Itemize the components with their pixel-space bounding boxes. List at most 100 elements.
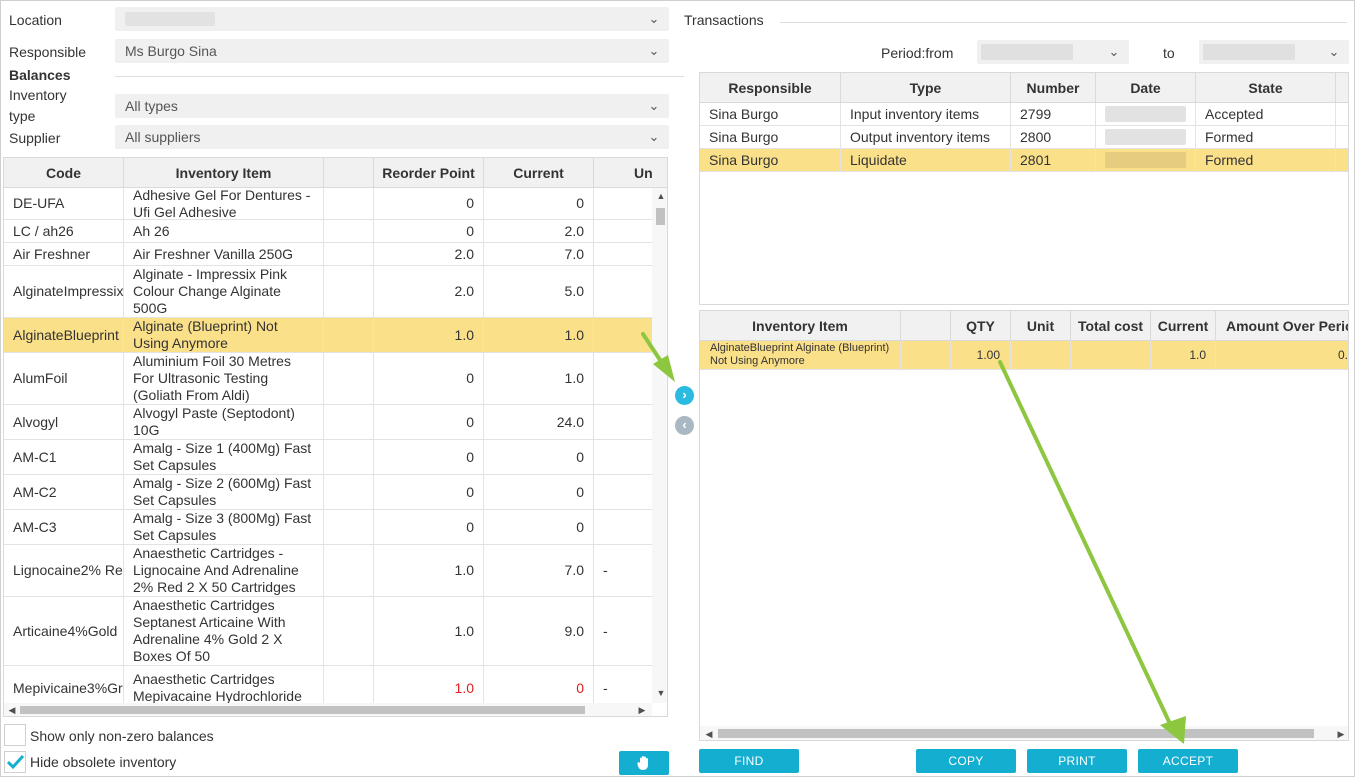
details-horizontal-scrollbar[interactable]: ◀ ▶ [700, 726, 1348, 740]
table-row[interactable]: Alvogyl Alvogyl Paste (Septodont) 10G 0 24.… [4, 405, 652, 440]
column-header-state[interactable]: State [1196, 73, 1336, 103]
inventory-type-value: All types [125, 98, 178, 114]
table-row[interactable]: AM-C3 Amalg - Size 3 (800Mg) Fast Set Cap… [4, 510, 652, 545]
inventory-item-cell: Anaesthetic Cartridges Mepivacaine Hydro… [124, 666, 324, 703]
print-button[interactable]: PRINT [1027, 749, 1127, 773]
scroll-down-icon[interactable]: ▼ [656, 688, 666, 698]
inventory-item-cell: Alginate - Impressix Pink Colour Change … [124, 266, 324, 317]
column-header-current[interactable]: Current [484, 158, 594, 188]
inventory-item-cell: Air Freshner Vanilla 250G [124, 243, 324, 265]
period-from-select[interactable]: ⌄ [977, 40, 1129, 64]
column-header-filler [1336, 73, 1348, 103]
column-header-qty[interactable]: QTY [951, 311, 1011, 341]
table-row[interactable]: Articaine4%Gold Anaesthetic Cartridges Se… [4, 597, 652, 666]
inventory-item-cell: Amalg - Size 3 (800Mg) Fast Set Capsules [124, 510, 324, 544]
scroll-right-icon[interactable]: ▶ [1337, 729, 1345, 739]
column-header-unit[interactable]: Un [594, 158, 667, 188]
scroll-up-icon[interactable]: ▲ [656, 191, 666, 201]
nonzero-checkbox[interactable] [4, 724, 26, 746]
column-header-total-cost[interactable]: Total cost [1071, 311, 1151, 341]
detail-row[interactable]: AlginateBlueprint Alginate (Blueprint) N… [700, 341, 1348, 370]
horizontal-scroll-thumb[interactable] [20, 706, 585, 714]
reorder-point-cell: 1.0 [374, 318, 484, 352]
table-row[interactable]: LC / ah26 Ah 26 0 2.0 [4, 220, 652, 243]
column-header-code[interactable]: Code [4, 158, 124, 188]
responsible-select[interactable]: Ms Burgo Sina ⌄ [115, 39, 669, 63]
column-header-detail-item[interactable]: Inventory Item [700, 311, 901, 341]
chevron-down-icon: ⌄ [1328, 44, 1340, 59]
details-grid: Inventory Item QTY Unit Total cost Curre… [699, 310, 1349, 741]
unit-cell: - [603, 679, 608, 696]
current-cell: 2.0 [484, 220, 594, 242]
horizontal-scroll-thumb[interactable] [718, 729, 1314, 738]
reorder-point-cell: 0 [374, 510, 484, 544]
date-cell [1096, 126, 1196, 148]
state-cell: Formed [1196, 149, 1336, 171]
vertical-scroll-thumb[interactable] [656, 208, 665, 225]
unit-cell [594, 220, 652, 242]
find-button[interactable]: FIND [699, 749, 799, 773]
number-cell: 2801 [1011, 149, 1096, 171]
date-cell [1096, 103, 1196, 125]
hand-button[interactable] [619, 751, 669, 775]
responsible-cell: Sina Burgo [700, 103, 841, 125]
table-row[interactable]: AM-C1 Amalg - Size 1 (400Mg) Fast Set Cap… [4, 440, 652, 475]
location-select[interactable]: ⌄ [115, 7, 669, 31]
table-row[interactable]: AM-C2 Amalg - Size 2 (600Mg) Fast Set Cap… [4, 475, 652, 510]
column-header-blank[interactable] [324, 158, 374, 188]
accept-button[interactable]: ACCEPT [1138, 749, 1238, 773]
transactions-divider [780, 22, 1347, 23]
transaction-row[interactable]: Sina Burgo Liquidate 2801 Formed [700, 149, 1348, 172]
blank-cell [324, 318, 374, 352]
inventory-type-select[interactable]: All types ⌄ [115, 94, 669, 118]
table-row[interactable]: AlumFoil Aluminium Foil 30 Metres For Ult… [4, 353, 652, 405]
obsolete-label: Hide obsolete inventory [30, 754, 177, 770]
transaction-row[interactable]: Sina Burgo Output inventory items 2800 Form… [700, 126, 1348, 149]
column-header-responsible[interactable]: Responsible [700, 73, 841, 103]
unit-cell [594, 353, 652, 404]
move-right-button[interactable]: › [675, 386, 694, 405]
blank-cell [324, 545, 374, 596]
column-header-detail-blank[interactable] [901, 311, 951, 341]
table-row[interactable]: Mepivicaine3%GreenAnaesthetic Cartridges… [4, 666, 652, 703]
code-cell: AlginateBlueprint [4, 318, 124, 352]
column-header-reorder-point[interactable]: Reorder Point [374, 158, 484, 188]
column-header-type[interactable]: Type [841, 73, 1011, 103]
table-row[interactable]: AlginateImpressix Alginate - Impressix Pi… [4, 266, 652, 318]
current-cell: 0 [484, 510, 594, 544]
table-row[interactable]: DE-UFA Adhesive Gel For Dentures - Ufi Ge… [4, 188, 652, 220]
move-left-button[interactable]: ‹ [675, 416, 694, 435]
column-header-detail-current[interactable]: Current [1151, 311, 1216, 341]
transactions-body: Sina Burgo Input inventory items 2799 Accep… [700, 103, 1348, 303]
column-header-number[interactable]: Number [1011, 73, 1096, 103]
transaction-row[interactable]: Sina Burgo Input inventory items 2799 Accep… [700, 103, 1348, 126]
type-cell: Liquidate [841, 149, 1011, 171]
inventory-item-cell: Amalg - Size 2 (600Mg) Fast Set Capsules [124, 475, 324, 509]
current-cell: 24.0 [484, 405, 594, 439]
column-header-unit[interactable]: Unit [1011, 311, 1071, 341]
code-cell: Air Freshner [4, 243, 124, 265]
current-cell: 0 [484, 666, 594, 703]
table-row[interactable]: Air Freshner Air Freshner Vanilla 250G 2.0… [4, 243, 652, 266]
total-cost-cell [1071, 341, 1151, 369]
unit-cell: - [603, 622, 608, 639]
obsolete-checkbox[interactable] [4, 751, 26, 773]
column-header-date[interactable]: Date [1096, 73, 1196, 103]
scroll-left-icon[interactable]: ◀ [705, 729, 713, 739]
scroll-left-icon[interactable]: ◀ [8, 705, 16, 715]
table-row[interactable]: Lignocaine2% Red Anaesthetic Cartridges -… [4, 545, 652, 597]
chevron-down-icon: ⌄ [1108, 44, 1120, 59]
table-row[interactable]: AlginateBlueprint Alginate (Blueprint) No… [4, 318, 652, 353]
period-to-value-redacted [1203, 44, 1295, 60]
scroll-right-icon[interactable]: ▶ [638, 705, 646, 715]
copy-button[interactable]: COPY [916, 749, 1016, 773]
column-header-inventory-item[interactable]: Inventory Item [124, 158, 324, 188]
balances-vertical-scrollbar[interactable]: ▲ ▼ [652, 188, 667, 703]
balances-horizontal-scrollbar[interactable]: ◀ ▶ [4, 703, 652, 716]
period-to-select[interactable]: ⌄ [1199, 40, 1349, 64]
chevron-right-icon: › [682, 387, 687, 402]
supplier-select[interactable]: All suppliers ⌄ [115, 125, 669, 149]
column-header-amount-over-period[interactable]: Amount Over Period [1216, 311, 1348, 341]
code-cell: Lignocaine2% Red [4, 545, 124, 596]
blank-cell [324, 243, 374, 265]
